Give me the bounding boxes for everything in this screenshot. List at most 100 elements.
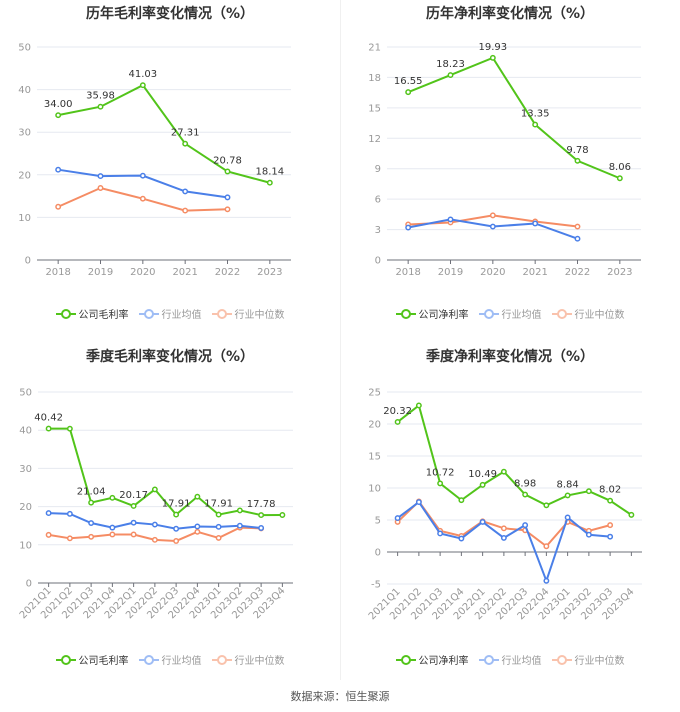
chart-title-quarterly-net: 季度净利率变化情况（%）	[425, 349, 595, 365]
data-point-industry-avg	[394, 515, 401, 522]
legend-label: 公司净利率	[418, 656, 469, 667]
data-point-industry-median	[173, 538, 180, 544]
chart-0: 0 10 20 30 40 50 2018 2019 2020 2021 2022 2023 34.00…	[18, 43, 291, 278]
data-point-industry-avg	[97, 173, 104, 180]
data-point-company	[215, 511, 222, 518]
y-tick-label: 10	[368, 484, 381, 495]
data-point-company	[607, 497, 614, 504]
legend-item-avg[interactable]: 行业均值	[478, 306, 542, 321]
data-point-company	[543, 502, 550, 509]
legend-label: 行业均值	[161, 310, 202, 321]
legend-item-company[interactable]: 公司净利率	[395, 306, 469, 321]
data-point-company	[394, 419, 401, 425]
data-point-company	[66, 425, 73, 432]
y-tick-label: 9	[375, 164, 381, 175]
data-label: 19.93	[479, 42, 508, 53]
series-line-industry-avg	[397, 500, 611, 584]
legend-annual-gross: 公司毛利率 行业均值 行业中位数	[0, 306, 340, 321]
legend-label: 公司毛利率	[78, 310, 129, 321]
data-point-industry-avg	[585, 531, 592, 538]
data-point-industry-avg	[532, 220, 539, 227]
data-label: 41.03	[129, 69, 158, 80]
legend-quarterly-gross: 公司毛利率 行业均值 行业中位数	[0, 652, 340, 667]
x-tick-label: 2021	[172, 267, 197, 278]
data-point-company	[447, 72, 454, 79]
legend-item-median[interactable]: 行业中位数	[551, 652, 625, 667]
legend-swatch-green-icon	[395, 308, 416, 319]
series-line-company	[407, 56, 621, 180]
y-tick-label: 40	[19, 426, 32, 437]
x-tick-label: 2021	[522, 267, 547, 278]
chart-title-annual-gross: 历年毛利率变化情况（%）	[85, 6, 255, 22]
data-point-company	[266, 179, 273, 186]
data-point-industry-avg	[447, 216, 454, 223]
data-point-company	[585, 488, 592, 495]
y-tick-label: 50	[18, 43, 31, 54]
data-point-company	[182, 140, 189, 147]
data-label: 17.91	[204, 499, 233, 510]
x-tick-label: 2019	[438, 267, 463, 278]
data-point-company	[279, 512, 286, 518]
legend-item-company[interactable]: 公司净利率	[395, 652, 469, 667]
y-tick-label: 20	[18, 170, 31, 181]
y-tick-label: 3	[375, 225, 381, 236]
legend-item-company[interactable]: 公司毛利率	[55, 652, 129, 667]
data-point-company	[405, 89, 412, 96]
legend-item-avg[interactable]: 行业均值	[138, 652, 202, 667]
y-tick-label: 25	[368, 388, 381, 399]
legend-label: 行业中位数	[574, 656, 625, 667]
data-point-industry-avg	[574, 235, 581, 242]
data-point-industry-median	[607, 522, 614, 529]
data-label: 8.02	[599, 485, 621, 496]
legend-label: 行业均值	[501, 656, 542, 667]
data-point-industry-avg	[66, 510, 73, 517]
legend-item-median[interactable]: 行业中位数	[211, 652, 285, 667]
x-tick-label: 2022	[215, 267, 240, 278]
data-point-industry-median	[489, 212, 496, 219]
data-point-industry-median	[224, 206, 231, 213]
data-point-company	[97, 103, 104, 110]
legend-item-median[interactable]: 行业中位数	[551, 306, 625, 321]
legend-item-company[interactable]: 公司毛利率	[55, 306, 129, 321]
x-tick-label: 2022	[565, 267, 590, 278]
legend-swatch-orange-icon	[551, 308, 572, 319]
data-point-industry-avg	[415, 499, 422, 506]
data-point-industry-median	[151, 536, 158, 543]
y-tick-label: 5	[375, 516, 381, 527]
x-tick-label: 2023	[607, 267, 632, 278]
data-point-company	[437, 480, 444, 487]
data-point-company	[415, 402, 422, 409]
y-tick-label: 10	[19, 540, 32, 551]
data-point-company	[458, 497, 465, 504]
chart-3: -505101520252021Q12021Q22021Q32021Q42022…	[367, 388, 642, 622]
data-point-company	[489, 54, 496, 61]
legend-item-avg[interactable]: 行业均值	[138, 306, 202, 321]
legend-label: 公司毛利率	[78, 656, 129, 667]
data-point-industry-avg	[55, 166, 62, 173]
y-tick-label: 30	[18, 128, 31, 139]
legend-item-avg[interactable]: 行业均值	[478, 652, 542, 667]
data-point-industry-avg	[139, 172, 146, 179]
y-tick-label: 12	[368, 134, 381, 145]
chart-title-annual-net: 历年净利率变化情况（%）	[425, 6, 595, 22]
legend-label: 行业中位数	[234, 310, 285, 321]
y-tick-label: 0	[25, 256, 31, 267]
legend-swatch-blue-icon	[478, 654, 499, 665]
legend-label: 行业中位数	[234, 656, 285, 667]
data-point-company	[139, 82, 146, 89]
data-label: 10.72	[426, 467, 455, 478]
data-point-industry-avg	[130, 519, 137, 526]
data-point-industry-avg	[564, 514, 571, 521]
data-label: 10.49	[468, 469, 497, 480]
data-point-industry-avg	[88, 520, 95, 526]
legend-label: 行业均值	[501, 310, 542, 321]
data-point-company	[236, 507, 243, 514]
legend-item-median[interactable]: 行业中位数	[211, 306, 285, 321]
series-line-company	[57, 83, 271, 184]
data-point-industry-median	[215, 534, 222, 541]
x-tick-label: 2018	[395, 267, 420, 278]
data-point-industry-avg	[173, 525, 180, 532]
data-source-footer: 数据来源：恒生聚源	[290, 690, 390, 703]
panel-divider	[340, 0, 341, 680]
data-point-company	[194, 493, 201, 500]
